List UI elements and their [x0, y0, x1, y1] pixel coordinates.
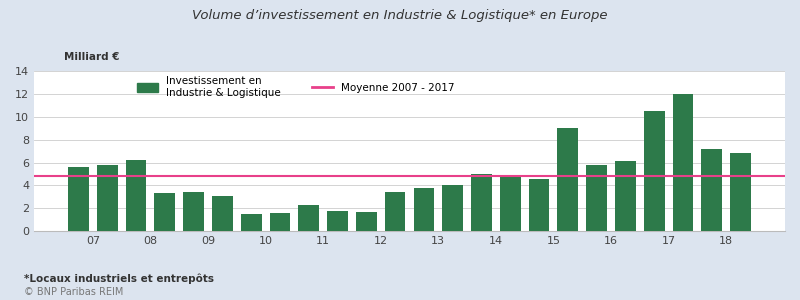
Bar — [500, 177, 521, 231]
Bar — [68, 167, 89, 231]
Bar — [702, 149, 722, 231]
Bar — [241, 214, 262, 231]
Bar — [212, 196, 233, 231]
Bar — [270, 213, 290, 231]
Bar — [730, 154, 751, 231]
Bar — [154, 194, 175, 231]
Bar — [385, 192, 406, 231]
Bar — [126, 160, 146, 231]
Bar — [414, 188, 434, 231]
Bar — [615, 161, 636, 231]
Bar — [558, 128, 578, 231]
Bar — [442, 185, 463, 231]
Text: Milliard €: Milliard € — [64, 52, 119, 62]
Bar — [586, 165, 607, 231]
Legend: Investissement en
Industrie & Logistique, Moyenne 2007 - 2017: Investissement en Industrie & Logistique… — [137, 76, 454, 98]
Bar — [471, 174, 492, 231]
Text: *Locaux industriels et entrepôts: *Locaux industriels et entrepôts — [24, 273, 214, 284]
Text: © BNP Paribas REIM: © BNP Paribas REIM — [24, 287, 123, 297]
Text: Volume d’investissement en Industrie & Logistique* en Europe: Volume d’investissement en Industrie & L… — [192, 9, 608, 22]
Bar — [356, 212, 377, 231]
Bar — [183, 192, 204, 231]
Bar — [529, 178, 550, 231]
Bar — [644, 111, 665, 231]
Bar — [673, 94, 694, 231]
Bar — [327, 211, 348, 231]
Bar — [298, 205, 319, 231]
Bar — [97, 165, 118, 231]
